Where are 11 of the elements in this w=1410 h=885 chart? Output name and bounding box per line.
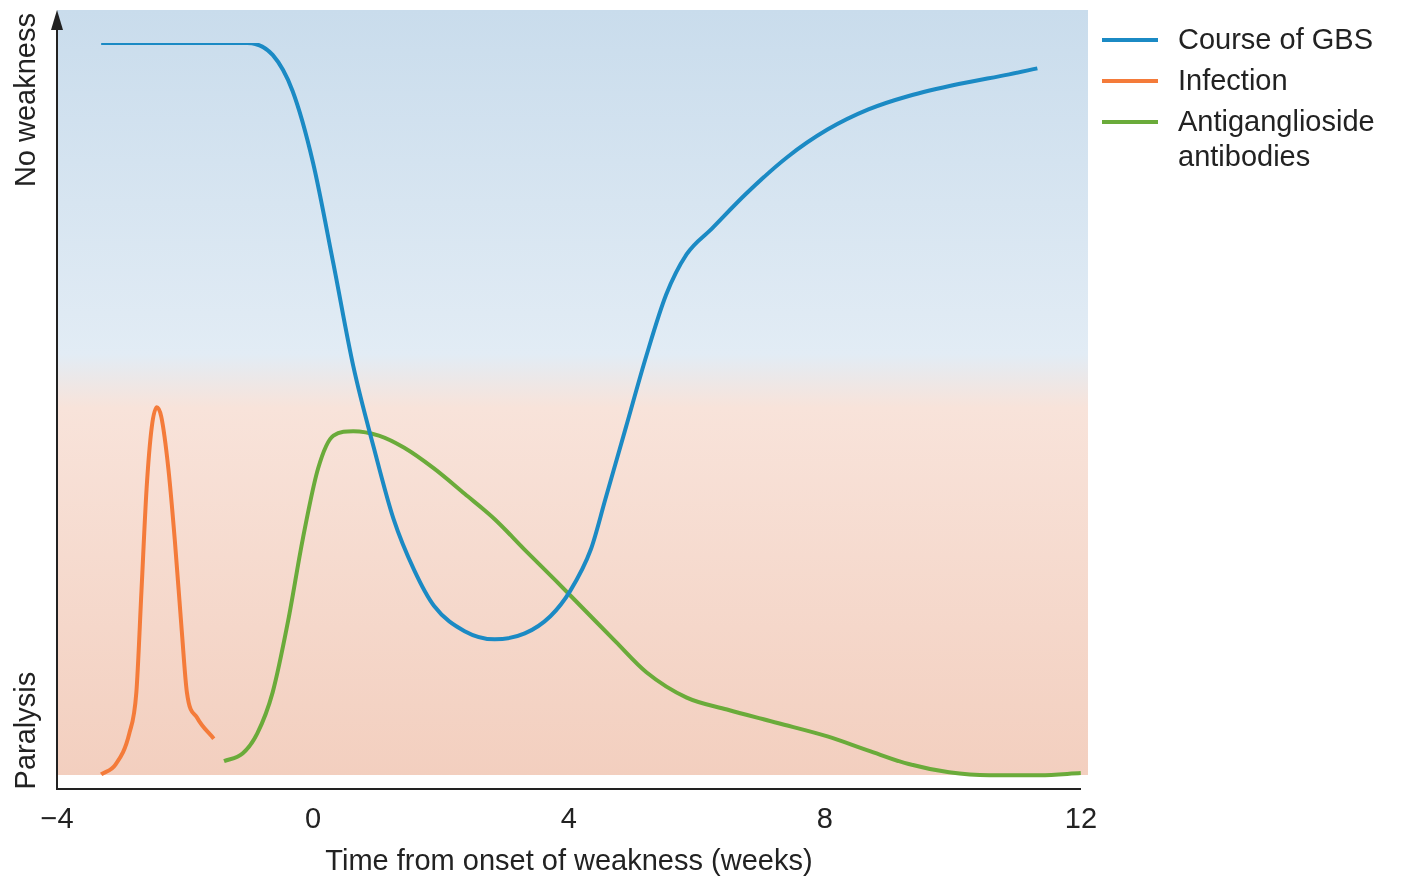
text: No weakness: [8, 13, 41, 188]
x-tick-label: −4: [40, 801, 74, 834]
text: Paralysis: [8, 671, 41, 790]
legend-label: Infection: [1178, 63, 1289, 98]
x-tick-label: 12: [1064, 801, 1097, 834]
x-tick-label: 0: [304, 801, 322, 834]
legend-label: Course of GBS: [1178, 22, 1375, 57]
x-tick-label: 4: [560, 801, 578, 834]
x-tick-label: 8: [816, 801, 833, 834]
x-axis-title: Time from onset of weakness (weeks): [325, 843, 813, 876]
legend-label: Antiganglioside antibodies: [1178, 104, 1376, 174]
